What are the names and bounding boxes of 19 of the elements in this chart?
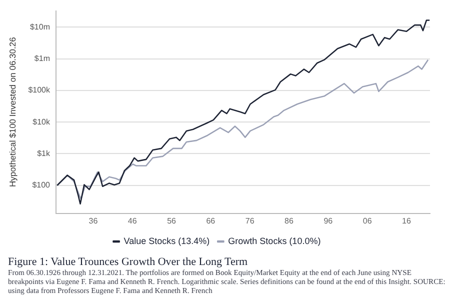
x-tick-label: 86 bbox=[284, 216, 294, 226]
y-tick-label: $1k bbox=[37, 148, 51, 158]
y-tick-label: $100 bbox=[32, 180, 51, 190]
x-tick-label: 16 bbox=[402, 216, 412, 226]
x-tick-label: 56 bbox=[167, 216, 177, 226]
y-tick-label: $10k bbox=[32, 117, 51, 126]
legend-label: Value Stocks (13.4%) bbox=[124, 236, 210, 246]
y-tick-label: $100k bbox=[28, 86, 51, 95]
x-tick-label: 66 bbox=[206, 216, 216, 226]
x-tick-label: 46 bbox=[128, 216, 138, 226]
x-tick-label: 36 bbox=[88, 216, 98, 226]
y-tick-label: $10m bbox=[30, 22, 50, 32]
legend-label: Growth Stocks (10.0%) bbox=[228, 236, 321, 246]
x-tick-label: 06 bbox=[362, 216, 372, 226]
x-tick-label: 96 bbox=[324, 216, 334, 226]
y-tick-label: $1m bbox=[34, 54, 50, 64]
x-tick-label: 76 bbox=[245, 216, 255, 226]
y-axis-title: Hypothetical $100 Invested on 06.30.26 bbox=[7, 36, 18, 188]
text: Figure 1: Value Trounces Growth Over the Long Term bbox=[8, 256, 249, 268]
